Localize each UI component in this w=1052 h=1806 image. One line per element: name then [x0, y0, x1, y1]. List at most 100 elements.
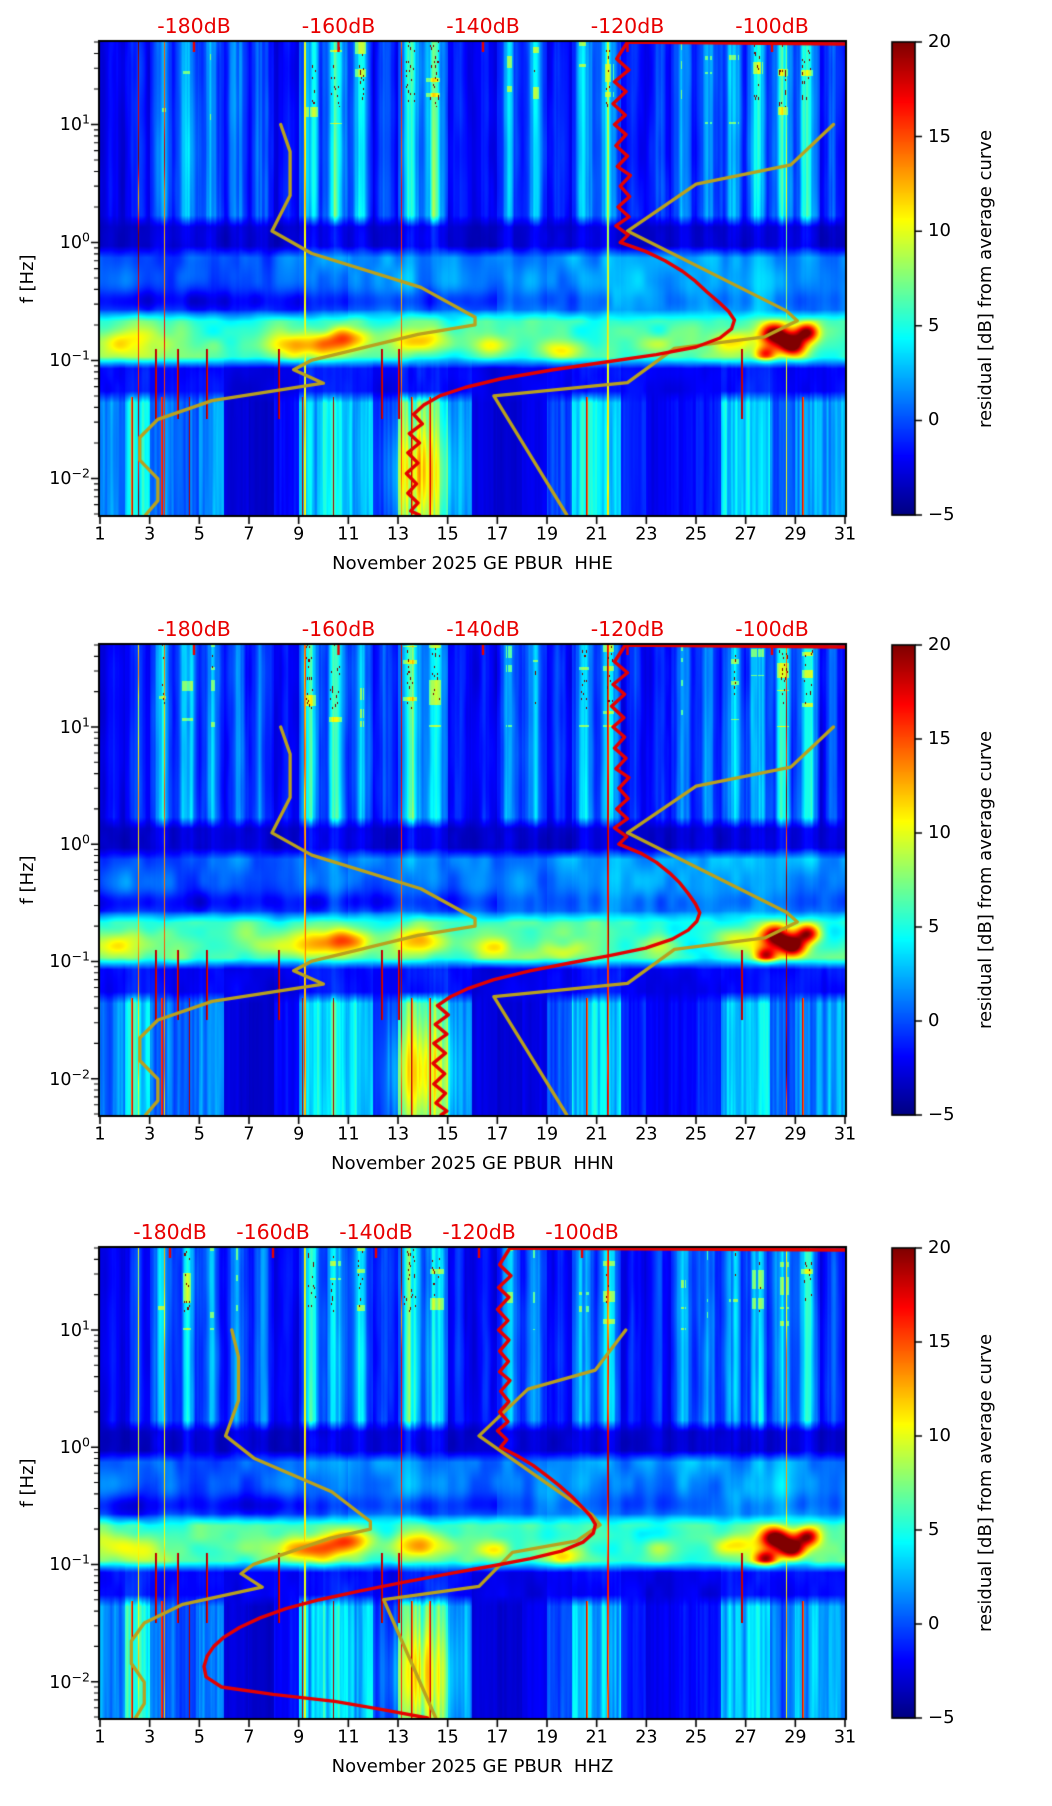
x-tick-label: 17: [486, 524, 509, 545]
x-tick-label: 1: [94, 1727, 106, 1748]
colorbar-tick-label: 15: [928, 125, 951, 147]
x-tick-label: 15: [436, 1727, 459, 1748]
colorbar-tick-label: 20: [928, 634, 951, 655]
colorbar-tick-label: 10: [928, 1425, 951, 1446]
x-tick-label: 31: [833, 1124, 857, 1145]
x-tick-label: 11: [337, 1124, 360, 1145]
x-tick-label: 7: [243, 1727, 255, 1748]
y-axis-title: f [Hz]: [17, 855, 38, 905]
x-tick-label: 13: [386, 1124, 410, 1145]
top-db-tick-label: -140dB: [339, 1219, 413, 1244]
x-tick-label: 27: [734, 1727, 757, 1748]
y-tick-label: 10−1: [49, 1551, 90, 1576]
colorbar-tick-label: 0: [928, 409, 940, 431]
colorbar-title: residual [dB] from average curve: [975, 1333, 996, 1633]
colorbar-tick-label: 10: [928, 822, 951, 843]
x-tick-label: 1: [94, 1124, 106, 1145]
top-db-tick-label: -180dB: [133, 1219, 207, 1244]
top-db-tick-label: -160dB: [301, 13, 376, 38]
x-tick-label: 27: [734, 1124, 757, 1145]
x-tick-label: 17: [486, 1124, 509, 1145]
x-tick-label: 29: [784, 1727, 807, 1748]
x-tick-label: 13: [386, 524, 410, 545]
x-tick-label: 31: [833, 1727, 857, 1748]
x-tick-label: 27: [734, 524, 757, 545]
colorbar-tick-label: 20: [928, 31, 951, 52]
top-db-tick-label: -140dB: [446, 616, 520, 641]
y-axis-title: f [Hz]: [17, 253, 38, 304]
x-tick-label: 25: [684, 524, 708, 545]
top-db-tick-label: -100dB: [545, 1219, 619, 1244]
y-tick-label: 101: [59, 111, 90, 136]
x-tick-label: 3: [144, 1124, 156, 1145]
colorbar-tick-label: −5: [928, 1104, 955, 1125]
x-tick-label: 23: [635, 1727, 658, 1748]
colorbar-tick-label: 0: [928, 1613, 940, 1634]
x-axis-title: November 2025 GE PBUR HHZ: [331, 1756, 614, 1777]
top-db-tick-label: -160dB: [236, 1219, 310, 1244]
x-tick-label: 25: [684, 1727, 708, 1748]
y-tick-label: 10−2: [49, 1669, 90, 1693]
x-tick-label: 21: [585, 524, 608, 545]
x-tick-label: 25: [684, 1124, 708, 1145]
y-tick-label: 10−2: [49, 465, 90, 490]
x-tick-label: 11: [337, 1727, 360, 1748]
top-db-tick-label: -100dB: [735, 616, 809, 641]
colorbar-tick-label: −5: [928, 504, 955, 525]
x-tick-label: 7: [243, 1124, 255, 1145]
colorbar-tick-label: −5: [928, 1707, 955, 1728]
y-tick-label: 10−2: [49, 1066, 90, 1090]
y-tick-label: 100: [59, 1434, 90, 1459]
x-tick-label: 15: [436, 1124, 459, 1145]
x-tick-label: 3: [144, 1727, 156, 1748]
y-tick-label: 100: [59, 229, 90, 254]
x-axis-title: November 2025 GE PBUR HHE: [332, 553, 613, 574]
y-tick-label: 10−1: [49, 948, 90, 973]
colorbar-tick-label: 15: [928, 1331, 951, 1352]
x-tick-label: 11: [337, 524, 360, 545]
colorbar-title: residual [dB] from average curve: [975, 730, 996, 1030]
x-tick-label: 9: [293, 524, 305, 545]
top-db-tick-label: -120dB: [590, 616, 665, 641]
y-tick-label: 10−1: [49, 347, 90, 372]
colorbar-tick-label: 20: [928, 1237, 951, 1258]
colorbar-tick-label: 15: [928, 728, 951, 749]
x-tick-label: 31: [833, 524, 857, 545]
x-tick-label: 17: [486, 1727, 509, 1748]
x-tick-label: 23: [635, 1124, 658, 1145]
top-db-tick-label: -180dB: [157, 616, 231, 641]
colorbar-tick-label: 5: [928, 314, 940, 336]
y-tick-label: 101: [59, 714, 90, 739]
x-tick-label: 3: [144, 524, 156, 545]
top-db-tick-label: -120dB: [590, 13, 665, 38]
top-db-tick-label: -100dB: [735, 13, 809, 38]
x-tick-label: 5: [193, 1124, 205, 1145]
x-tick-label: 19: [535, 1124, 559, 1145]
x-tick-label: 9: [293, 1124, 305, 1145]
x-tick-label: 21: [585, 1124, 608, 1145]
top-db-tick-label: -160dB: [301, 616, 376, 641]
colorbar-tick-label: 5: [928, 1519, 940, 1540]
colorbar-tick-label: 0: [928, 1010, 940, 1031]
top-db-tick-label: -180dB: [157, 13, 231, 38]
y-axis-title: f [Hz]: [17, 1458, 38, 1508]
colorbar-title: residual [dB] from average curve: [975, 129, 996, 428]
x-axis-title: November 2025 GE PBUR HHN: [331, 1153, 614, 1174]
y-tick-label: 100: [59, 831, 90, 856]
x-tick-label: 19: [535, 524, 559, 545]
x-tick-label: 19: [535, 1727, 559, 1748]
colorbar-tick-label: 10: [928, 220, 951, 242]
x-tick-label: 1: [94, 524, 106, 545]
top-db-tick-label: -140dB: [446, 13, 520, 38]
x-tick-label: 7: [243, 524, 255, 545]
x-tick-label: 15: [436, 524, 459, 545]
y-tick-label: 101: [59, 1317, 90, 1342]
x-tick-label: 13: [386, 1727, 410, 1748]
x-tick-label: 21: [585, 1727, 608, 1748]
top-db-tick-label: -120dB: [442, 1219, 516, 1244]
x-tick-label: 29: [784, 524, 807, 545]
x-tick-label: 9: [293, 1727, 305, 1748]
x-tick-label: 5: [193, 524, 205, 545]
x-tick-label: 23: [635, 524, 658, 545]
